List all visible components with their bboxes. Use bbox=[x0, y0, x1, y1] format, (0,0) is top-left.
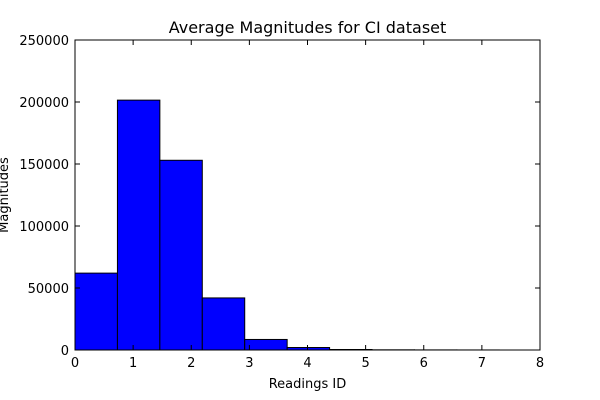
y-tick-label: 0 bbox=[61, 344, 69, 359]
x-tick-label: 7 bbox=[478, 356, 486, 371]
histogram-bar bbox=[159, 159, 203, 351]
y-tick-label: 200000 bbox=[19, 96, 69, 111]
y-tick-label: 150000 bbox=[19, 158, 69, 173]
chart-title: Average Magnitudes for CI dataset bbox=[169, 18, 447, 37]
x-tick-label: 2 bbox=[187, 356, 195, 371]
y-tick-label: 100000 bbox=[19, 220, 69, 235]
histogram-bar bbox=[74, 272, 118, 351]
x-tick-label: 1 bbox=[129, 356, 137, 371]
x-tick-label: 5 bbox=[361, 356, 369, 371]
x-tick-label: 3 bbox=[245, 356, 253, 371]
y-axis-label: Magnitudes bbox=[0, 157, 12, 233]
y-tick-label: 250000 bbox=[19, 34, 69, 49]
bars-group bbox=[74, 99, 500, 351]
y-tick-label: 50000 bbox=[28, 282, 69, 297]
histogram-bar bbox=[201, 297, 246, 351]
x-tick-label: 4 bbox=[303, 356, 311, 371]
x-tick-label: 6 bbox=[420, 356, 428, 371]
x-axis-label: Readings ID bbox=[269, 377, 347, 392]
x-tick-label: 8 bbox=[536, 356, 544, 371]
ticks-group: 0 1 2 3 4 5 6 7 8 0 50000 100000 150000 200000 250000 bbox=[19, 34, 544, 371]
histogram-bar bbox=[116, 99, 161, 351]
histogram-bar bbox=[244, 338, 288, 351]
x-tick-label: 0 bbox=[71, 356, 79, 371]
